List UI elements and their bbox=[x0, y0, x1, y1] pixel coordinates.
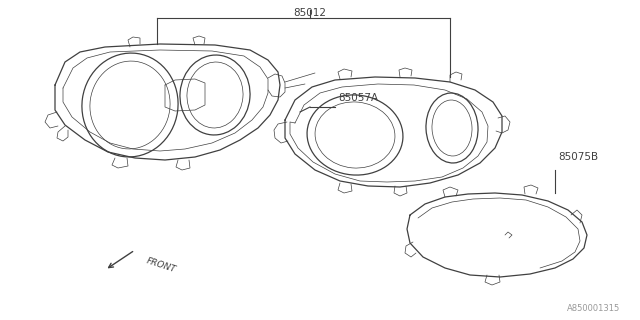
Text: FRONT: FRONT bbox=[145, 256, 177, 274]
Text: A850001315: A850001315 bbox=[567, 304, 620, 313]
Text: 85012: 85012 bbox=[294, 8, 326, 18]
Text: 85057A: 85057A bbox=[338, 93, 378, 103]
Text: 85075B: 85075B bbox=[558, 152, 598, 162]
